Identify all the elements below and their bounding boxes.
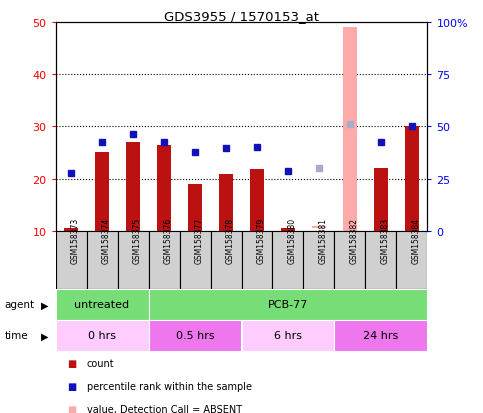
Bar [272, 231, 303, 289]
Text: agent: agent [5, 299, 35, 310]
Bar [126, 142, 140, 231]
Text: GSM158377: GSM158377 [195, 217, 204, 263]
Text: GSM158374: GSM158374 [102, 217, 111, 263]
Bar [56, 289, 149, 320]
Bar [149, 231, 180, 289]
Text: GSM158373: GSM158373 [71, 217, 80, 263]
Text: GSM158380: GSM158380 [288, 217, 297, 263]
Text: GSM158376: GSM158376 [164, 217, 173, 263]
Bar [188, 184, 202, 231]
Text: count: count [87, 358, 114, 368]
Bar [86, 231, 117, 289]
Bar [211, 231, 242, 289]
Bar [117, 231, 149, 289]
Bar [312, 226, 326, 229]
Text: GSM158378: GSM158378 [226, 217, 235, 263]
Bar [366, 231, 397, 289]
Text: percentile rank within the sample: percentile rank within the sample [87, 381, 252, 391]
Text: GDS3955 / 1570153_at: GDS3955 / 1570153_at [164, 10, 319, 23]
Text: 0 hrs: 0 hrs [88, 330, 116, 341]
Text: time: time [5, 330, 28, 341]
Bar [219, 175, 233, 231]
Text: GSM158384: GSM158384 [412, 217, 421, 263]
Bar [242, 231, 272, 289]
Bar [242, 320, 334, 351]
Text: PCB-77: PCB-77 [268, 299, 308, 310]
Text: GSM158381: GSM158381 [319, 217, 328, 263]
Bar [157, 145, 171, 231]
Bar [374, 169, 388, 231]
Bar [56, 320, 149, 351]
Bar [405, 127, 419, 231]
Bar [149, 289, 427, 320]
Bar [397, 231, 427, 289]
Text: ▶: ▶ [41, 330, 48, 341]
Bar [303, 231, 334, 289]
Bar [281, 229, 295, 231]
Bar [343, 28, 357, 231]
Text: untreated: untreated [74, 299, 129, 310]
Bar [56, 231, 86, 289]
Text: ■: ■ [68, 381, 77, 391]
Text: ■: ■ [68, 404, 77, 413]
Bar [250, 170, 264, 231]
Text: GSM158382: GSM158382 [350, 217, 359, 263]
Bar [334, 231, 366, 289]
Text: 6 hrs: 6 hrs [274, 330, 302, 341]
Bar [95, 153, 109, 231]
Bar [149, 320, 242, 351]
Text: 0.5 hrs: 0.5 hrs [176, 330, 214, 341]
Text: 24 hrs: 24 hrs [363, 330, 398, 341]
Text: value, Detection Call = ABSENT: value, Detection Call = ABSENT [87, 404, 242, 413]
Bar [64, 229, 78, 231]
Text: ▶: ▶ [41, 299, 48, 310]
Text: GSM158383: GSM158383 [381, 217, 390, 263]
Text: GSM158379: GSM158379 [257, 217, 266, 263]
Bar [334, 320, 427, 351]
Text: ■: ■ [68, 358, 77, 368]
Text: GSM158375: GSM158375 [133, 217, 142, 263]
Bar [180, 231, 211, 289]
